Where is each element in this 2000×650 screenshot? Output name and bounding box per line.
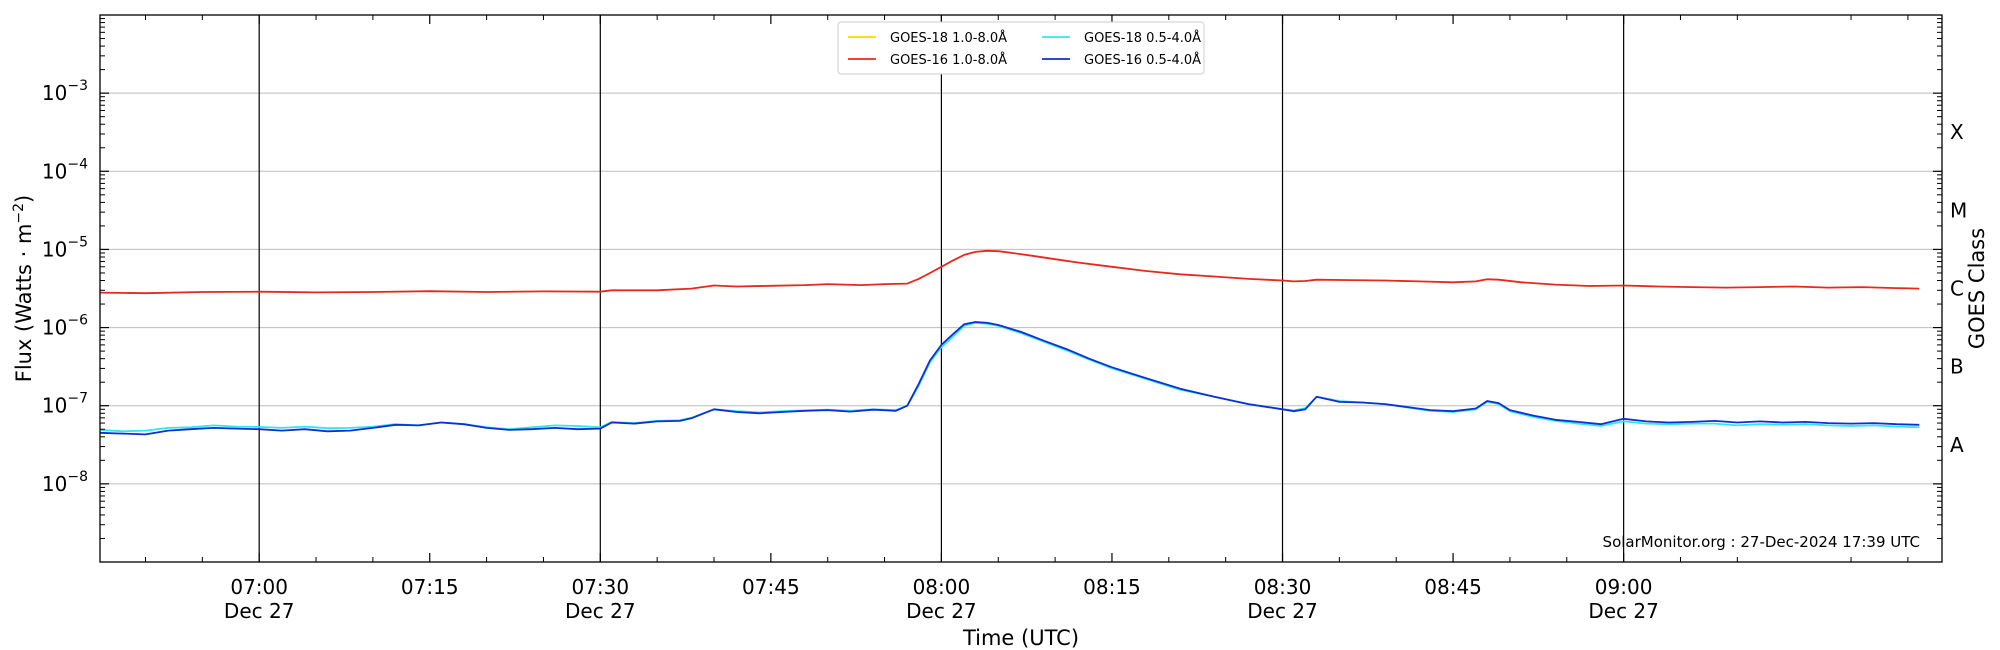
x-tick-label: 08:15 [1083,575,1141,599]
y-tick-label: 10−8 [42,469,88,496]
series-line [99,321,1920,436]
credit-label: SolarMonitor.org : 27-Dec-2024 17:39 UTC [1603,533,1920,551]
y-tick-label-base: 10 [42,237,67,261]
legend-label: GOES-18 0.5-4.0Å [1084,30,1201,46]
y-tick-label-base: 10 [42,472,67,496]
plot-frame [99,14,1943,563]
y-tick-label: 10−4 [42,156,88,183]
date-vertical-lines [258,15,1625,562]
x-tick-date-label: Dec 27 [565,599,636,623]
goes-class-label: M [1950,198,1967,222]
x-tick-date-label: Dec 27 [224,599,295,623]
series-line [99,249,1920,295]
y-tick-label: 10−5 [42,234,88,261]
y-tick-label-exp: −5 [67,234,88,250]
y-tick-label-exp: −8 [67,469,88,485]
y-axis-title-end: ) [12,195,36,203]
y-tick-label: 10−3 [42,78,88,105]
y-axis-title-main: Flux (Watts · m [12,224,36,383]
x-tick-date-label: Dec 27 [1247,599,1318,623]
series-layer [99,249,1920,436]
y-tick-label-exp: −4 [67,156,88,172]
legend-label: GOES-16 0.5-4.0Å [1084,52,1201,68]
grid-layer [100,92,1942,485]
legend: GOES-18 1.0-8.0Å GOES-16 1.0-8.0Å GOES-18 … [837,21,1205,75]
goes-class-label: X [1950,120,1964,144]
y-tick-label-exp: −3 [67,78,88,94]
goes-class-label: C [1950,277,1964,301]
y-axis-title: Flux (Watts · m−2) [11,195,36,383]
y-tick-label-base: 10 [42,316,67,340]
y-tick-label: 10−6 [42,313,88,340]
x-tick-label: 07:00 [230,575,288,599]
x-tick-label: 07:45 [742,575,800,599]
x-tick-label: 07:30 [571,575,629,599]
goes-class-axis-title: GOES Class [1965,228,1989,349]
x-tick-label: 08:00 [913,575,971,599]
goes-class-label: A [1950,433,1964,457]
legend-label: GOES-16 1.0-8.0Å [890,52,1007,68]
x-axis-title: Time (UTC) [962,626,1079,650]
x-tick-label: 07:15 [401,575,459,599]
ticks-layer [100,15,1942,562]
x-tick-label: 09:00 [1595,575,1653,599]
x-tick-label: 08:30 [1254,575,1312,599]
legend-label: GOES-18 1.0-8.0Å [890,30,1007,46]
x-tick-date-label: Dec 27 [1588,599,1659,623]
y-tick-label-base: 10 [42,159,67,183]
y-tick-label-base: 10 [42,81,67,105]
y-tick-label-exp: −7 [67,391,88,407]
y-tick-label-exp: −6 [67,313,88,329]
x-tick-label: 08:45 [1424,575,1482,599]
x-tick-date-label: Dec 27 [906,599,977,623]
series-line [99,321,1920,433]
legend-box [837,21,1205,75]
y-axis-title-sup: −2 [11,203,27,224]
y-tick-label-base: 10 [42,394,67,418]
y-tick-label: 10−7 [42,391,88,418]
goes-class-label: B [1950,355,1964,379]
